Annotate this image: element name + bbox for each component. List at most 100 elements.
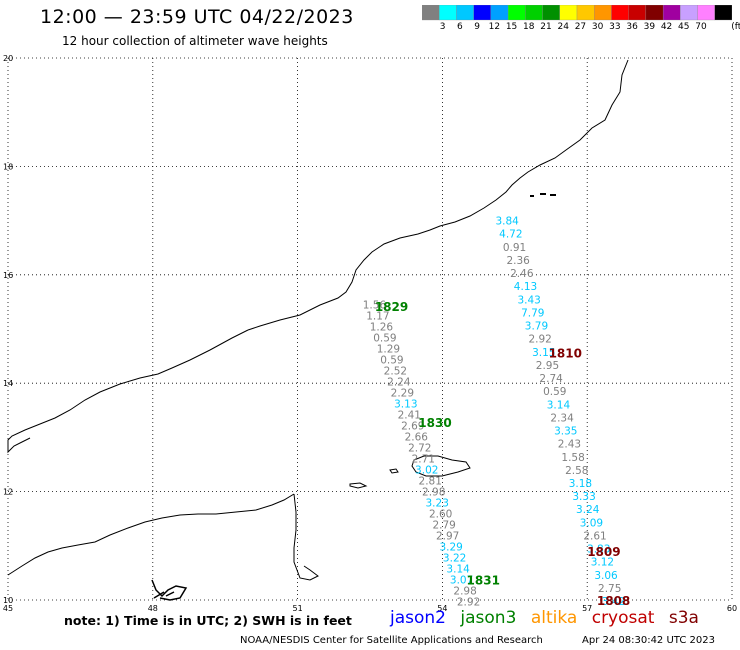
wave-height-value: 3.23 — [426, 498, 449, 510]
colorbar-unit: (ft) — [731, 22, 740, 32]
colorbar-label: 30 — [591, 22, 604, 32]
wave-height-value: 1.17 — [366, 311, 389, 323]
wave-height-value: 2.69 — [401, 421, 424, 433]
wave-height-value: 2.97 — [436, 531, 459, 543]
wave-height-value: 3.22 — [443, 553, 466, 565]
wave-height-value: 2.98 — [453, 586, 476, 598]
wave-height-value: 2.29 — [391, 388, 414, 400]
colorbar-label: 27 — [574, 22, 587, 32]
colorbar-label: 33 — [609, 22, 621, 32]
abd-al-kuri-island — [349, 482, 368, 489]
wave-height-value: 2.34 — [550, 412, 574, 424]
wave-height-value: 2.92 — [457, 597, 480, 609]
chart-subtitle: 12 hour collection of altimeter wave hei… — [62, 34, 328, 48]
wave-height-value: 3.43 — [517, 294, 540, 306]
wave-height-value: 2.79 — [432, 520, 455, 532]
wave-height-value: 3.13 — [394, 399, 417, 411]
wave-height-value: 3.14 — [547, 399, 571, 411]
y-tick-label: 10 — [3, 596, 13, 605]
wave-height-value: 0.59 — [380, 355, 403, 367]
samhah-island — [389, 468, 399, 474]
pass-id-label: 1829 — [375, 300, 408, 314]
wave-height-value: 3.42 — [602, 596, 625, 608]
wave-height-value: 2.74 — [539, 373, 563, 385]
wave-height-value: 2.61 — [583, 530, 606, 542]
wave-height-value: 2.46 — [510, 268, 534, 280]
wave-height-value: 3.06 — [594, 570, 618, 582]
wave-height-value: 3.09 — [580, 517, 603, 529]
axis-labels: 45 48 51 54 57 60 10 12 14 16 18 20 — [3, 54, 737, 613]
socotra-island — [411, 455, 471, 477]
wave-height-value: 1.56 — [363, 300, 387, 312]
wave-height-value: 1.29 — [377, 344, 400, 356]
credit-line: NOAA/NESDIS Center for Satellite Applica… — [240, 635, 543, 646]
coastline-somalia-horn — [293, 493, 319, 581]
pass-id-label: 1809 — [587, 545, 620, 559]
wave-height-value: 3.24 — [576, 504, 600, 516]
colorbar-label: 39 — [643, 22, 656, 32]
wave-height-value: 2.66 — [405, 432, 429, 444]
wave-values: 1.561.171.260.591.290.592.522.242.293.13… — [363, 216, 625, 609]
wave-height-value: 2.58 — [565, 465, 588, 477]
pass-id-label: 1830 — [418, 416, 451, 430]
wave-height-value: 0.59 — [373, 333, 396, 345]
wave-height-value: 2.81 — [419, 476, 442, 488]
wave-height-value: 2.52 — [384, 366, 407, 378]
wave-height-value: 3.33 — [572, 491, 595, 503]
pass-id-label: 1831 — [467, 573, 500, 587]
wave-height-value: 4.72 — [499, 229, 522, 241]
colorbar-label: 24 — [557, 22, 569, 32]
wave-height-value: 2.95 — [536, 360, 559, 372]
grid — [7, 57, 733, 601]
wave-height-value: 2.92 — [528, 334, 551, 346]
wave-height-value: 3.14 — [446, 564, 470, 576]
coastline — [7, 59, 629, 601]
wave-height-value: 2.43 — [558, 439, 581, 451]
y-tick-label: 20 — [3, 54, 13, 63]
timestamp: Apr 24 08:30:42 UTC 2023 — [582, 635, 715, 646]
colorbar-label: 45 — [678, 22, 690, 32]
colorbar-label: 9 — [474, 22, 480, 32]
wave-height-value: 3.83 — [587, 544, 610, 556]
colorbar-label: 36 — [626, 22, 638, 32]
wave-height-value: 2.75 — [598, 583, 621, 595]
legend-cryosat: cryosat — [591, 608, 655, 628]
y-tick-label: 14 — [3, 379, 13, 388]
coastline-somalia — [7, 493, 295, 576]
colorbar-label: 6 — [457, 22, 463, 32]
legend-altika: altika — [530, 608, 578, 628]
wave-height-value: 2.41 — [398, 410, 421, 422]
colorbar-label: 18 — [523, 22, 535, 32]
wave-height-value: 3.12 — [591, 557, 614, 569]
wave-height-value: 3.79 — [525, 321, 548, 333]
colorbar — [422, 5, 732, 21]
wave-height-value: 2.71 — [412, 454, 435, 466]
reef-mark — [151, 579, 188, 601]
wave-height-value: 2.36 — [506, 255, 530, 267]
wave-height-value: 2.98 — [422, 487, 445, 499]
wave-height-value: 3.02 — [415, 465, 438, 477]
pass-id-label: 1808 — [597, 594, 630, 608]
coastline-yemen — [7, 329, 249, 454]
wave-height-value: 3.07 — [450, 575, 473, 587]
x-tick-label: 51 — [293, 604, 303, 613]
wave-height-value: 1.58 — [561, 452, 584, 464]
chart-title: 12:00 — 23:59 UTC 04/22/2023 — [40, 6, 354, 28]
wave-height-value: 2.72 — [408, 443, 431, 455]
y-tick-label: 18 — [3, 162, 13, 171]
legend-s3a: s3a — [668, 608, 699, 628]
wave-height-value: 3.29 — [439, 542, 462, 554]
wave-height-value: 7.79 — [521, 307, 544, 319]
x-tick-label: 45 — [3, 604, 13, 613]
colorbar-label: 70 — [695, 22, 707, 32]
wave-height-value: 4.13 — [514, 281, 537, 293]
pass-labels: 1829 1830 1831 1810 1809 1808 — [375, 300, 630, 608]
colorbar-label: 42 — [660, 22, 673, 32]
colorbar-label: 21 — [540, 22, 552, 32]
legend-jason2: jason2 — [390, 608, 446, 628]
wave-height-value: 2.24 — [387, 377, 411, 389]
wave-height-value: 2.60 — [429, 509, 452, 521]
wave-height-value: 3.18 — [569, 478, 592, 490]
